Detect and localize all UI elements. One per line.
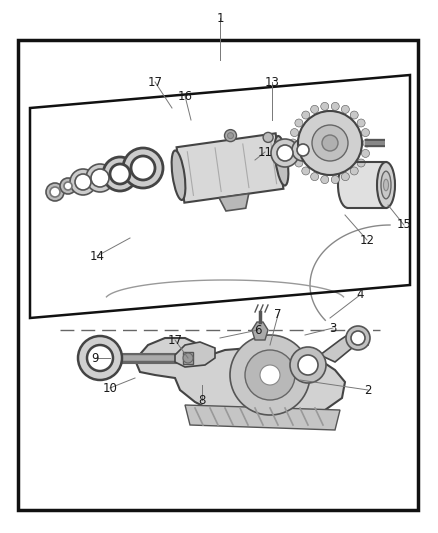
Ellipse shape	[338, 162, 358, 208]
Text: 4: 4	[356, 288, 364, 302]
Text: 3: 3	[329, 321, 337, 335]
Text: 8: 8	[198, 393, 206, 407]
Polygon shape	[135, 338, 345, 420]
Bar	[183, 352, 193, 364]
Text: 14: 14	[89, 249, 105, 262]
Circle shape	[316, 142, 326, 152]
Text: 9: 9	[91, 351, 99, 365]
Circle shape	[183, 353, 193, 363]
Polygon shape	[252, 322, 268, 340]
Circle shape	[277, 145, 293, 161]
Ellipse shape	[377, 162, 395, 208]
Ellipse shape	[384, 179, 389, 191]
Circle shape	[64, 182, 72, 190]
Circle shape	[312, 138, 330, 156]
Text: 15: 15	[396, 219, 411, 231]
Circle shape	[290, 149, 299, 157]
Circle shape	[103, 157, 137, 191]
Circle shape	[131, 156, 155, 180]
Circle shape	[87, 345, 113, 371]
Circle shape	[331, 175, 339, 184]
Polygon shape	[185, 405, 340, 430]
Circle shape	[298, 111, 362, 175]
Polygon shape	[219, 193, 249, 211]
Bar	[18, 40, 418, 510]
Text: 6: 6	[254, 324, 262, 336]
Text: 12: 12	[360, 233, 374, 246]
Circle shape	[298, 355, 318, 375]
Circle shape	[350, 111, 358, 119]
Bar	[348, 162, 386, 208]
Polygon shape	[177, 133, 283, 203]
Circle shape	[321, 175, 329, 184]
Circle shape	[260, 365, 280, 385]
Circle shape	[322, 135, 338, 151]
Text: 7: 7	[274, 309, 282, 321]
Circle shape	[290, 347, 326, 383]
Text: 17: 17	[148, 76, 162, 88]
Circle shape	[290, 128, 299, 136]
Circle shape	[341, 106, 350, 114]
Circle shape	[263, 132, 273, 142]
Circle shape	[245, 350, 295, 400]
Ellipse shape	[381, 171, 391, 199]
Circle shape	[70, 169, 96, 195]
Text: 1: 1	[216, 12, 224, 25]
Ellipse shape	[172, 150, 185, 200]
Circle shape	[295, 119, 303, 127]
Circle shape	[311, 106, 318, 114]
Circle shape	[361, 149, 370, 157]
Circle shape	[225, 130, 237, 142]
Circle shape	[351, 331, 365, 345]
Circle shape	[311, 173, 318, 181]
Circle shape	[75, 174, 91, 190]
Circle shape	[46, 183, 64, 201]
Circle shape	[91, 169, 109, 187]
Polygon shape	[175, 342, 215, 367]
Text: 2: 2	[364, 384, 372, 397]
Circle shape	[346, 326, 370, 350]
Circle shape	[357, 119, 365, 127]
Circle shape	[363, 139, 371, 147]
Circle shape	[289, 139, 297, 147]
Circle shape	[86, 164, 114, 192]
Circle shape	[110, 164, 130, 184]
Circle shape	[50, 187, 60, 197]
Circle shape	[292, 139, 314, 161]
Circle shape	[341, 173, 350, 181]
Text: 10: 10	[102, 382, 117, 394]
Circle shape	[60, 178, 76, 194]
Circle shape	[312, 125, 348, 161]
Circle shape	[295, 159, 303, 167]
Circle shape	[123, 148, 163, 188]
Circle shape	[230, 335, 310, 415]
Polygon shape	[320, 330, 368, 362]
Circle shape	[350, 167, 358, 175]
Circle shape	[78, 336, 122, 380]
Circle shape	[302, 167, 310, 175]
Circle shape	[302, 111, 310, 119]
Ellipse shape	[275, 136, 288, 185]
Text: 13: 13	[265, 76, 279, 88]
Text: 16: 16	[177, 90, 192, 102]
Text: 11: 11	[258, 146, 272, 158]
Circle shape	[361, 128, 370, 136]
Circle shape	[321, 102, 329, 110]
Text: 17: 17	[167, 334, 183, 346]
Circle shape	[297, 144, 309, 156]
Circle shape	[271, 139, 299, 167]
Circle shape	[357, 159, 365, 167]
Circle shape	[331, 102, 339, 110]
Circle shape	[227, 133, 233, 139]
